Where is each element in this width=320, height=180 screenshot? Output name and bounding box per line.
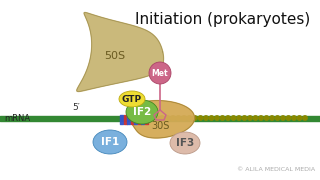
Circle shape — [198, 116, 203, 120]
Circle shape — [281, 116, 285, 120]
Circle shape — [209, 116, 214, 120]
Circle shape — [297, 116, 302, 120]
Circle shape — [264, 116, 269, 120]
Circle shape — [292, 116, 296, 120]
Circle shape — [215, 116, 219, 120]
Ellipse shape — [170, 132, 200, 154]
Text: mRNA: mRNA — [4, 114, 30, 123]
Text: 30S: 30S — [151, 121, 169, 131]
Circle shape — [248, 116, 252, 120]
Text: © ALILA MEDICAL MEDIA: © ALILA MEDICAL MEDIA — [237, 167, 315, 172]
Circle shape — [176, 116, 181, 120]
Circle shape — [149, 62, 171, 84]
Text: IF2: IF2 — [133, 107, 151, 117]
Circle shape — [171, 116, 175, 120]
Circle shape — [187, 116, 192, 120]
Polygon shape — [127, 101, 195, 138]
Text: Met: Met — [152, 69, 168, 78]
Polygon shape — [77, 13, 164, 91]
Circle shape — [226, 116, 230, 120]
Text: Initiation (prokaryotes): Initiation (prokaryotes) — [135, 12, 310, 27]
Circle shape — [275, 116, 280, 120]
Circle shape — [204, 116, 208, 120]
Circle shape — [286, 116, 291, 120]
Circle shape — [182, 116, 186, 120]
Circle shape — [253, 116, 258, 120]
Text: IF1: IF1 — [101, 137, 119, 147]
Ellipse shape — [119, 91, 145, 107]
Circle shape — [242, 116, 247, 120]
Circle shape — [220, 116, 225, 120]
Text: IF3: IF3 — [176, 138, 194, 148]
Ellipse shape — [93, 130, 127, 154]
Circle shape — [303, 116, 307, 120]
Circle shape — [270, 116, 274, 120]
Text: GTP: GTP — [122, 94, 142, 103]
Circle shape — [193, 116, 197, 120]
Circle shape — [160, 116, 164, 120]
Ellipse shape — [126, 100, 158, 124]
Circle shape — [259, 116, 263, 120]
Text: 5′: 5′ — [72, 102, 80, 111]
Circle shape — [237, 116, 241, 120]
Circle shape — [231, 116, 236, 120]
Circle shape — [165, 116, 170, 120]
Text: 50S: 50S — [104, 51, 125, 61]
